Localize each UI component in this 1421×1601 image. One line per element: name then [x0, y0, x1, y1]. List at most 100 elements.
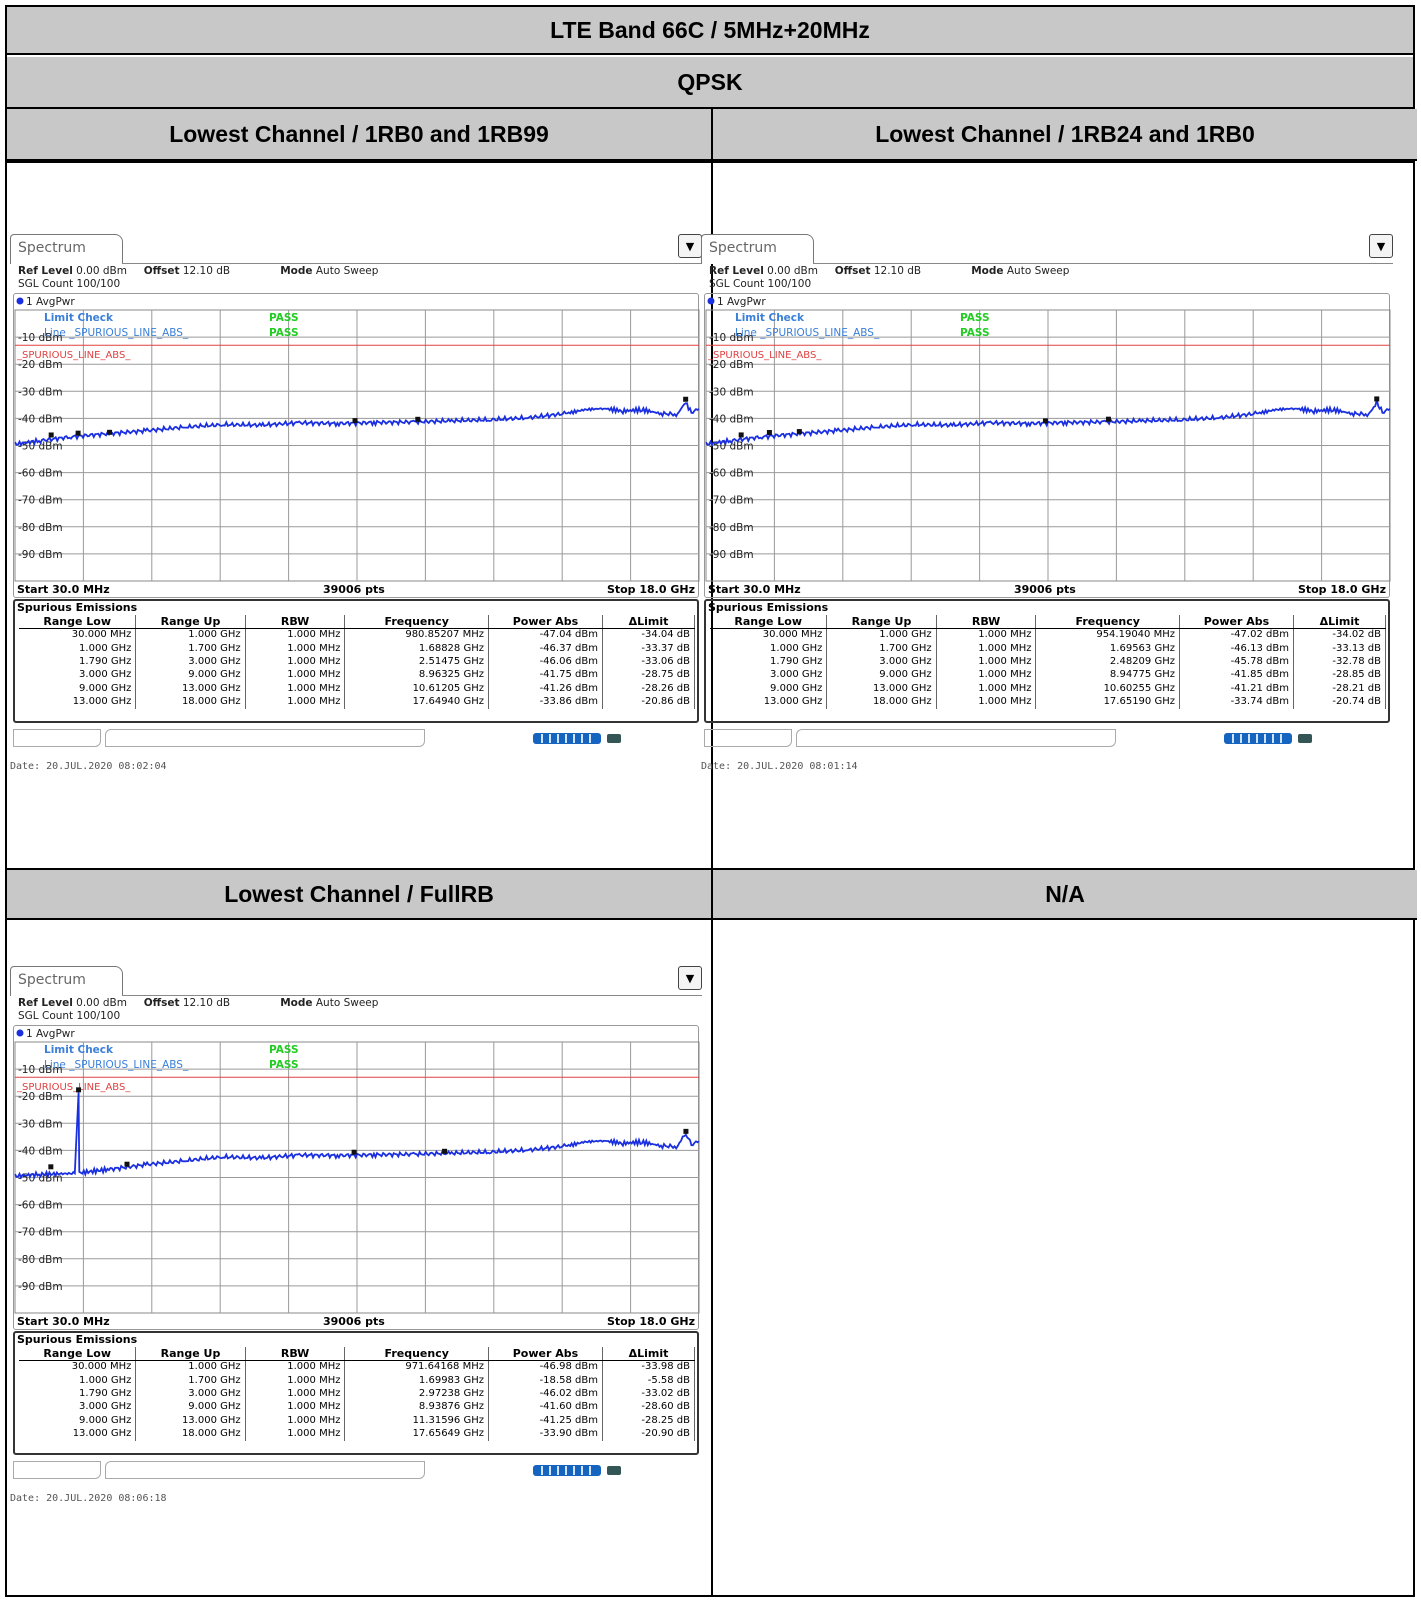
table-cell: 18.000 GHz — [135, 695, 246, 709]
status-message-field — [105, 729, 425, 747]
table-cell: 1.000 MHz — [936, 627, 1037, 642]
table-cell: -20.74 dB — [1293, 695, 1387, 709]
table-cell: 10.60255 GHz — [1035, 682, 1180, 696]
trace-line — [14, 1092, 700, 1180]
spurious-emissions-title: Spurious Emissions — [708, 601, 829, 614]
table-header-row: Range Low Range Up RBW Frequency Power Abs ΔL… — [19, 1347, 696, 1361]
spurious-emissions-panel: Spurious Emissions Range Low Range Up RBW F… — [13, 1331, 699, 1455]
limit-line-label: _SPURIOUS_LINE_ABS_ — [707, 350, 822, 361]
column-header: Power Abs — [1179, 615, 1294, 629]
y-tick-label: -70 dBm — [18, 495, 63, 507]
status-message-field — [105, 1461, 425, 1479]
y-tick-label: -30 dBm — [709, 386, 754, 398]
table-row: 3.000 GHz 9.000 GHz 1.000 MHz 8.94775 GHz -4… — [710, 668, 1387, 683]
settings-info: Ref Level 0.00 dBm Offset 12.10 dB Mode … — [18, 997, 378, 1023]
limit-line-result: PASS — [960, 327, 990, 339]
spurious-emissions-title: Spurious Emissions — [17, 1333, 138, 1346]
table-header-row: Range Low Range Up RBW Frequency Power Abs ΔL… — [710, 615, 1387, 629]
table-cell: 1.790 GHz — [19, 1387, 137, 1401]
table-cell: -33.74 dBm — [1179, 695, 1294, 709]
mode-label: Mode — [280, 265, 313, 277]
table-cell: 1.000 MHz — [245, 655, 346, 669]
table-cell: 8.93876 GHz — [344, 1400, 489, 1415]
table-cell: 30.000 MHz — [710, 627, 828, 642]
column-header: Frequency — [344, 1347, 489, 1361]
peak-marker — [683, 1128, 689, 1134]
table-cell: 9.000 GHz — [135, 668, 246, 683]
table-cell: 13.000 GHz — [710, 695, 828, 709]
modulation-title: QPSK — [7, 57, 1413, 109]
spurious-emissions-panel: Spurious Emissions Range Low Range Up RBW F… — [704, 599, 1390, 723]
y-tick-label: -90 dBm — [18, 1281, 63, 1293]
trace-indicator-icon — [707, 297, 715, 305]
dropdown-menu-icon[interactable]: ▼ — [678, 234, 702, 258]
ref-level-value: 0.00 dBm — [767, 265, 818, 277]
table-cell: 13.000 GHz — [135, 682, 246, 696]
spectrum-tab[interactable]: Spectrum — [10, 966, 123, 996]
table-cell: 1.000 MHz — [936, 641, 1037, 656]
mode-value: Auto Sweep — [1006, 265, 1070, 277]
table-cell: 1.000 MHz — [245, 1414, 346, 1428]
divider — [7, 161, 1413, 163]
trace-line — [14, 402, 700, 447]
stop-frequency: Stop 18.0 GHz — [1297, 583, 1386, 596]
sweep-range: Start 30.0 MHz 39006 pts Stop 18.0 GHz — [13, 582, 699, 597]
table-cell: 1.000 MHz — [245, 1427, 346, 1441]
peak-marker — [48, 432, 54, 438]
limit-line-result: PASS — [269, 1059, 299, 1071]
limit-check-label: Limit Check — [44, 312, 114, 324]
table-cell: 9.000 GHz — [826, 668, 937, 683]
column-header: Frequency — [344, 615, 489, 629]
sweep-range: Start 30.0 MHz 39006 pts Stop 18.0 GHz — [13, 1314, 699, 1329]
table-cell: 980.85207 MHz — [344, 627, 489, 642]
y-tick-label: -20 dBm — [18, 1091, 63, 1103]
trace-indicator-icon — [16, 297, 24, 305]
table-row: 1.000 GHz 1.700 GHz 1.000 MHz 1.69983 GHz -1… — [19, 1373, 696, 1388]
table-cell: 17.65649 GHz — [344, 1427, 489, 1441]
table-cell: 2.51475 GHz — [344, 655, 489, 669]
table-row: 1.000 GHz 1.700 GHz 1.000 MHz 1.68828 GHz -4… — [19, 641, 696, 656]
column-header: RBW — [245, 615, 346, 629]
dropdown-menu-icon[interactable]: ▼ — [1369, 234, 1393, 258]
table-row: 30.000 MHz 1.000 GHz 1.000 MHz 971.64168 MH… — [19, 1359, 696, 1374]
table-cell: 30.000 MHz — [19, 627, 137, 642]
dropdown-menu-icon[interactable]: ▼ — [678, 966, 702, 990]
limit-line-name: Line _SPURIOUS_LINE_ABS_ — [44, 327, 189, 339]
limit-check-result: PASS — [960, 312, 990, 324]
table-cell: -34.02 dB — [1293, 627, 1387, 642]
stop-frequency: Stop 18.0 GHz — [606, 1315, 695, 1328]
table-cell: -34.04 dB — [602, 627, 696, 642]
sweep-points: 39006 pts — [1014, 583, 1076, 596]
spectrum-tab[interactable]: Spectrum — [701, 234, 814, 264]
column-header: Range Up — [135, 615, 246, 629]
peak-marker — [107, 429, 113, 435]
offset-value: 12.10 dB — [182, 265, 231, 277]
status-field — [13, 729, 101, 747]
table-cell: -33.02 dB — [602, 1387, 696, 1401]
limit-line-name: Line _SPURIOUS_LINE_ABS_ — [735, 327, 880, 339]
sgl-count: SGL Count 100/100 — [18, 278, 121, 290]
limit-line-label: _SPURIOUS_LINE_ABS_ — [16, 350, 131, 361]
table-cell: -46.13 dBm — [1179, 641, 1294, 656]
sweep-range: Start 30.0 MHz 39006 pts Stop 18.0 GHz — [704, 582, 1390, 597]
spectrum-plot-svg: 1 AvgPwr-10 dBm-20 dBm-30 dBm-40 dBm-50 … — [705, 296, 1391, 582]
status-field — [13, 1461, 101, 1479]
offset-label: Offset — [834, 265, 871, 277]
offset-value: 12.10 dB — [873, 265, 922, 277]
trace-line — [705, 399, 1391, 447]
progress-indicator — [533, 1465, 601, 1476]
table-cell: -28.26 dB — [602, 682, 696, 696]
table-cell: 10.61205 GHz — [344, 682, 489, 696]
column-header: ΔLimit — [602, 1347, 696, 1361]
table-cell: 1.000 GHz — [19, 641, 137, 656]
spectrum-tab[interactable]: Spectrum — [10, 234, 123, 264]
remote-icon — [607, 734, 621, 743]
table-cell: -46.98 dBm — [488, 1359, 603, 1374]
table-cell: -33.13 dB — [1293, 641, 1387, 656]
table-cell: -41.75 dBm — [488, 668, 603, 683]
table-row: 13.000 GHz 18.000 GHz 1.000 MHz 17.64940 GH… — [19, 695, 696, 709]
y-tick-label: -70 dBm — [709, 495, 754, 507]
y-tick-label: -30 dBm — [18, 1118, 63, 1130]
table-cell: 1.000 MHz — [936, 668, 1037, 683]
divider — [7, 868, 1413, 870]
